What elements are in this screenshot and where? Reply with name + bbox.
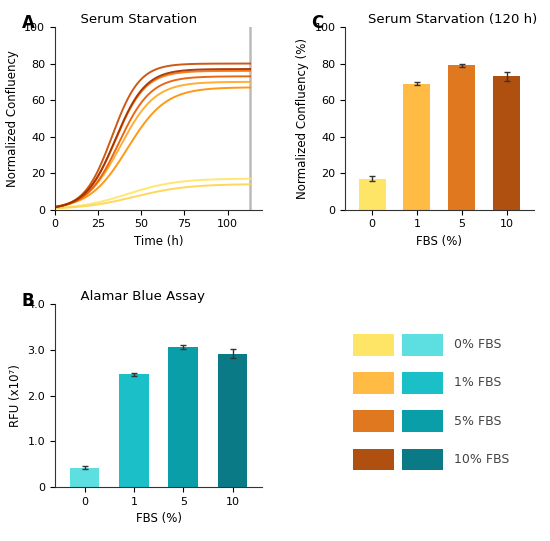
Bar bbox=[402, 372, 443, 394]
Text: Serum Starvation (120 h): Serum Starvation (120 h) bbox=[368, 13, 537, 26]
X-axis label: FBS (%): FBS (%) bbox=[135, 512, 182, 525]
Y-axis label: Normalized Confluency (%): Normalized Confluency (%) bbox=[296, 38, 309, 199]
Bar bbox=[402, 334, 443, 355]
Bar bbox=[353, 448, 394, 471]
X-axis label: Time (h): Time (h) bbox=[134, 235, 183, 248]
Text: Serum Starvation: Serum Starvation bbox=[72, 13, 197, 26]
Bar bbox=[218, 354, 248, 487]
Text: A: A bbox=[22, 14, 35, 32]
Y-axis label: Normalized Confluency: Normalized Confluency bbox=[6, 50, 19, 187]
Bar bbox=[402, 448, 443, 471]
Text: 1% FBS: 1% FBS bbox=[454, 377, 502, 390]
Bar bbox=[448, 65, 475, 209]
Bar bbox=[353, 372, 394, 394]
Text: Alamar Blue Assay: Alamar Blue Assay bbox=[72, 291, 205, 304]
Bar bbox=[353, 410, 394, 432]
Y-axis label: RFU (x10⁷): RFU (x10⁷) bbox=[9, 364, 22, 427]
Text: 5% FBS: 5% FBS bbox=[454, 415, 502, 428]
Bar bbox=[359, 179, 386, 209]
Bar bbox=[353, 334, 394, 355]
Text: 10% FBS: 10% FBS bbox=[454, 453, 510, 466]
Text: C: C bbox=[311, 14, 323, 32]
X-axis label: FBS (%): FBS (%) bbox=[416, 235, 463, 248]
Bar bbox=[404, 84, 431, 209]
Bar bbox=[70, 468, 100, 487]
Bar bbox=[119, 374, 148, 487]
Bar bbox=[402, 410, 443, 432]
Bar bbox=[168, 347, 198, 487]
Text: 0% FBS: 0% FBS bbox=[454, 338, 502, 351]
Bar bbox=[493, 76, 520, 209]
Text: B: B bbox=[22, 292, 35, 309]
